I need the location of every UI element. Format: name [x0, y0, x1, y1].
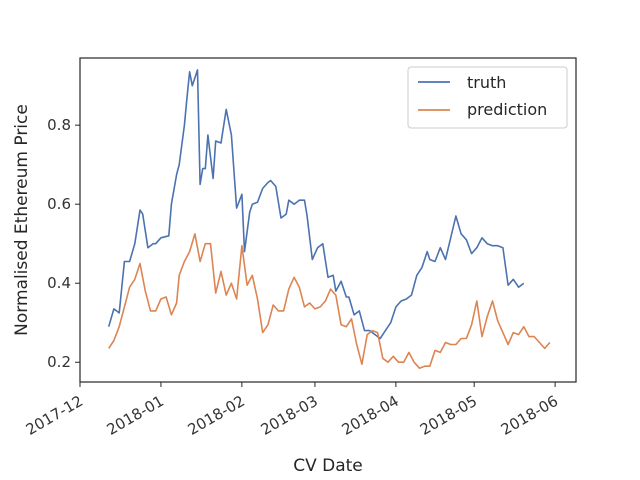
y-tick-label: 0.6 [47, 195, 71, 213]
series-line-prediction [108, 233, 551, 370]
x-tick-label: 2018-03 [258, 392, 321, 439]
y-axis-ticks: 0.2 0.4 0.6 0.8 [47, 116, 80, 371]
series-line-truth [107, 69, 525, 340]
x-tick-label: 2018-04 [339, 392, 402, 439]
x-tick-label: 2018-06 [498, 392, 561, 439]
x-axis-label: CV Date [293, 456, 363, 476]
x-tick-label: 2018-01 [104, 392, 167, 439]
x-axis-ticks: 2017-12 2018-01 2018-02 2018-03 2018-04 2018-… [23, 382, 561, 439]
series-layer [107, 69, 551, 370]
y-tick-label: 0.8 [47, 116, 71, 134]
y-tick-label: 0.2 [47, 353, 71, 371]
legend-label-prediction: prediction [467, 100, 547, 119]
legend: truth prediction [407, 66, 568, 129]
y-axis-label: Normalised Ethereum Price [12, 104, 32, 336]
legend-label-truth: truth [467, 73, 506, 92]
x-tick-label: 2018-02 [185, 392, 248, 439]
x-tick-label: 2018-05 [417, 392, 480, 439]
x-tick-label: 2017-12 [23, 392, 86, 439]
y-tick-label: 0.4 [47, 274, 71, 292]
